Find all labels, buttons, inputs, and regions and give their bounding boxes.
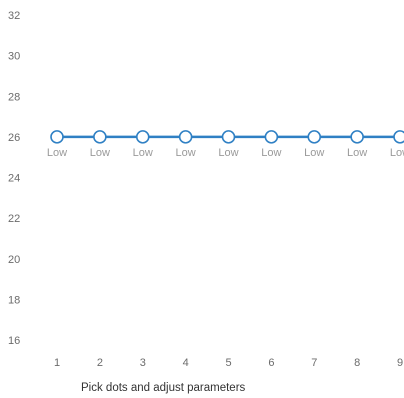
data-point[interactable] [350, 130, 364, 144]
y-tick-label: 20 [8, 254, 20, 266]
data-point[interactable] [93, 130, 107, 144]
point-label: Low [390, 147, 404, 159]
point-label: Low [90, 147, 110, 159]
x-axis-ticks: 1 2 3 4 5 6 7 8 9 [54, 357, 403, 369]
x-tick-label: 1 [54, 357, 60, 369]
data-point[interactable] [135, 130, 150, 144]
x-tick-label: 9 [397, 357, 403, 369]
y-tick-label: 28 [8, 91, 20, 103]
point-label: Low [218, 147, 238, 159]
y-tick-label: 18 [8, 294, 20, 306]
data-point[interactable] [393, 130, 404, 144]
x-tick-label: 3 [140, 357, 146, 369]
point-label: Low [304, 147, 324, 159]
point-label: Low [133, 147, 153, 159]
x-tick-label: 5 [225, 357, 231, 369]
x-tick-label: 4 [183, 357, 189, 369]
point-labels: Low Low Low Low Low Low Low Low Low [47, 147, 404, 159]
x-tick-label: 6 [268, 357, 274, 369]
point-label: Low [47, 147, 67, 159]
y-tick-label: 32 [8, 10, 20, 22]
y-tick-label: 30 [8, 51, 20, 63]
data-points[interactable] [50, 130, 404, 144]
point-label: Low [261, 147, 281, 159]
data-point[interactable] [264, 130, 279, 144]
y-tick-label: 24 [8, 173, 20, 185]
y-axis-ticks: 32 30 28 26 24 22 20 18 16 [8, 10, 20, 347]
data-point[interactable] [50, 130, 64, 144]
y-tick-label: 22 [8, 213, 20, 225]
x-tick-label: 2 [97, 357, 103, 369]
data-point[interactable] [178, 130, 193, 144]
y-tick-label: 26 [8, 132, 20, 144]
point-label: Low [347, 147, 367, 159]
y-tick-label: 16 [8, 335, 20, 347]
point-label: Low [176, 147, 196, 159]
hint-text: Pick dots and adjust parameters [81, 382, 246, 394]
x-tick-label: 7 [311, 357, 317, 369]
data-point[interactable] [307, 130, 322, 144]
data-point[interactable] [221, 130, 236, 144]
x-tick-label: 8 [354, 357, 360, 369]
